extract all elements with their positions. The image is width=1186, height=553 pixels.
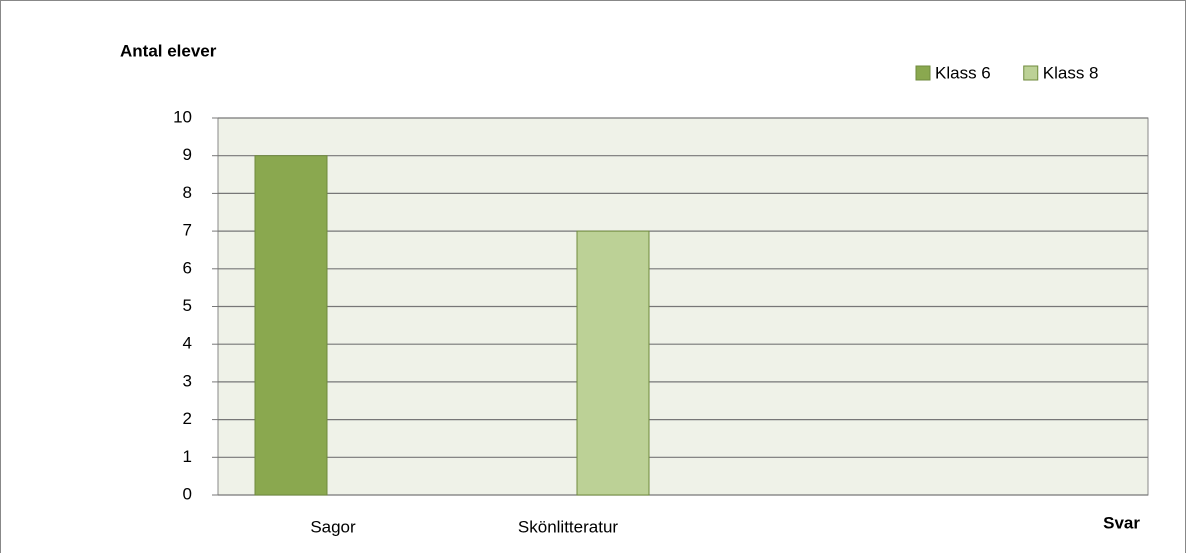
- legend-swatch: [1023, 65, 1039, 81]
- x-tick-label: Sagor: [310, 517, 356, 536]
- x-tick-label: Skönlitteratur: [518, 517, 618, 536]
- y-tick-label: 0: [183, 484, 192, 503]
- y-tick-label: 9: [183, 145, 192, 164]
- legend-label: Klass 8: [1043, 63, 1099, 82]
- y-tick-label: 1: [183, 447, 192, 466]
- y-axis-label: Antal elever: [120, 41, 217, 60]
- y-tick-label: 4: [183, 334, 192, 353]
- bar: [576, 230, 650, 496]
- y-tick-label: 7: [183, 221, 192, 240]
- y-tick-label: 3: [183, 371, 192, 390]
- y-tick-label: 5: [183, 296, 192, 315]
- legend-label: Klass 6: [935, 63, 991, 82]
- y-tick-label: 6: [183, 258, 192, 277]
- x-axis-label: Svar: [1103, 513, 1140, 532]
- y-tick-label: 2: [183, 409, 192, 428]
- bar: [254, 155, 328, 496]
- y-tick-label: 10: [173, 107, 192, 126]
- y-tick-label: 8: [183, 183, 192, 202]
- legend-swatch: [915, 65, 931, 81]
